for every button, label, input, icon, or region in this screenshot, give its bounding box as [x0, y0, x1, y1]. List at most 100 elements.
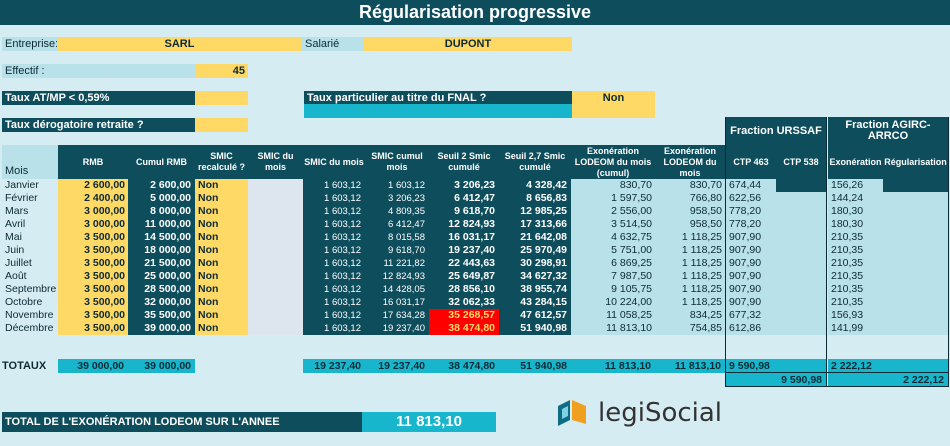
- total-exo-value: 11 813,10: [362, 412, 496, 432]
- cell-seuil-27: 51 940,98: [499, 322, 571, 335]
- cell-exoneration: 144,24: [828, 192, 883, 205]
- cell-exoneration: 210,35: [828, 270, 883, 283]
- cell-exo-mois: 1 118,25: [655, 231, 725, 244]
- cell-smic-recalc[interactable]: Non: [195, 257, 248, 270]
- cell-smic-cumul: 14 428,05: [365, 283, 429, 296]
- cell-rmb[interactable]: 3 500,00: [58, 257, 128, 270]
- cell-mois: Avril: [2, 218, 58, 231]
- cell-seuil-27: 21 642,08: [499, 231, 571, 244]
- cell-mois: Août: [2, 270, 58, 283]
- header-smic-du-mois: SMIC du mois: [248, 145, 303, 179]
- cell-rmb[interactable]: 3 500,00: [58, 309, 128, 322]
- cell-exo-cumul: 5 751,00: [571, 244, 655, 257]
- cell-ctp463: 907,90: [726, 231, 776, 244]
- cell-mois: Février: [2, 192, 58, 205]
- fnal-yellow-fill: [572, 104, 655, 118]
- group-agirc-header: Fraction AGIRC-ARRCO: [828, 117, 948, 145]
- cell-exo-mois: 834,25: [655, 309, 725, 322]
- cell-smic-recalc[interactable]: Non: [195, 218, 248, 231]
- cell-rmb[interactable]: 2 600,00: [58, 179, 128, 192]
- cell-smic-mois: 1 603,12: [303, 218, 365, 231]
- cell-smic-mois: 1 603,12: [303, 179, 365, 192]
- total-ctp538: [776, 359, 826, 373]
- cell-smic-recalc[interactable]: Non: [195, 192, 248, 205]
- cell-rmb[interactable]: 3 500,00: [58, 322, 128, 335]
- cell-mois: Octobre: [2, 296, 58, 309]
- cell-rmb[interactable]: 3 000,00: [58, 218, 128, 231]
- cell-regularisation: [883, 322, 948, 335]
- cell-smic-mois: 1 603,12: [303, 192, 365, 205]
- total-seuil-2: 38 474,80: [429, 359, 499, 373]
- total-exo-cumul: 11 813,10: [571, 359, 655, 373]
- page-title: Régularisation progressive: [0, 0, 950, 25]
- cell-exo-cumul: 9 105,75: [571, 283, 655, 296]
- cell-ctp538: [776, 179, 826, 192]
- cell-ctp463: 907,90: [726, 283, 776, 296]
- cell-smic-recalc[interactable]: Non: [195, 205, 248, 218]
- cell-rmb[interactable]: 3 500,00: [58, 244, 128, 257]
- urssaf-right-border: [826, 117, 827, 387]
- cell-ctp538: [776, 296, 826, 309]
- entreprise-value[interactable]: SARL: [57, 37, 302, 51]
- cell-ctp538: [776, 218, 826, 231]
- cell-regularisation: [883, 205, 948, 218]
- cell-regularisation: [883, 192, 948, 205]
- effectif-value[interactable]: 45: [195, 64, 248, 78]
- cell-smic-recalc[interactable]: Non: [195, 270, 248, 283]
- cell-rmb[interactable]: 3 000,00: [58, 205, 128, 218]
- cell-rmb[interactable]: 3 500,00: [58, 270, 128, 283]
- cell-smic-mois: 1 603,12: [303, 296, 365, 309]
- urssaf-left-border: [725, 117, 726, 387]
- total-regularisation: [883, 359, 948, 373]
- header-exo-mois: Exonération LODEOM du mois: [655, 145, 725, 179]
- cell-seuil-27: 30 298,91: [499, 257, 571, 270]
- cell-smic-recalc[interactable]: Non: [195, 309, 248, 322]
- cell-smic-du-mois: [248, 218, 303, 231]
- cell-rmb[interactable]: 2 400,00: [58, 192, 128, 205]
- taux-retraite-value[interactable]: [195, 118, 248, 132]
- cell-seuil-2: 9 618,70: [429, 205, 499, 218]
- cell-seuil-2: 25 649,87: [429, 270, 499, 283]
- cell-regularisation: [883, 179, 948, 192]
- header-seuil-2: Seuil 2 Smic cumulé: [429, 145, 499, 179]
- cell-smic-recalc[interactable]: Non: [195, 322, 248, 335]
- cell-rmb[interactable]: 3 500,00: [58, 231, 128, 244]
- cell-rmb[interactable]: 3 500,00: [58, 283, 128, 296]
- total-exoneration: 2 222,12: [828, 359, 883, 373]
- cell-exo-cumul: 1 597,50: [571, 192, 655, 205]
- cell-exoneration: 210,35: [828, 244, 883, 257]
- salarie-label: Salarié: [302, 37, 364, 51]
- cell-ctp538: [776, 309, 826, 322]
- total-rmb: 39 000,00: [58, 359, 128, 373]
- cell-smic-cumul: 12 824,93: [365, 270, 429, 283]
- cell-ctp538: [776, 192, 826, 205]
- cell-smic-cumul: 1 603,12: [365, 179, 429, 192]
- taux-fnal-value[interactable]: Non: [572, 91, 655, 105]
- cell-seuil-27: 43 284,15: [499, 296, 571, 309]
- cell-smic-recalc[interactable]: Non: [195, 296, 248, 309]
- cell-exoneration: 156,26: [828, 179, 883, 192]
- cell-smic-recalc[interactable]: Non: [195, 244, 248, 257]
- cell-smic-recalc[interactable]: Non: [195, 231, 248, 244]
- cell-ctp538: [776, 322, 826, 335]
- cell-smic-mois: 1 603,12: [303, 231, 365, 244]
- cell-smic-recalc[interactable]: Non: [195, 179, 248, 192]
- cell-exo-cumul: 11 058,25: [571, 309, 655, 322]
- cell-rmb[interactable]: 3 500,00: [58, 296, 128, 309]
- totals-divider: [725, 372, 949, 373]
- cell-exo-mois: 1 118,25: [655, 296, 725, 309]
- header-exo-cumul: Exonération LODEOM du mois (cumul): [571, 145, 655, 179]
- cell-smic-du-mois: [248, 205, 303, 218]
- salarie-value[interactable]: DUPONT: [364, 37, 572, 51]
- cell-exo-cumul: 6 869,25: [571, 257, 655, 270]
- cell-smic-mois: 1 603,12: [303, 283, 365, 296]
- total-cumul-rmb: 39 000,00: [128, 359, 195, 373]
- cell-seuil-27: 12 985,25: [499, 205, 571, 218]
- cell-regularisation: [883, 309, 948, 322]
- taux-atmp-value[interactable]: [195, 91, 248, 105]
- cell-mois: Janvier: [2, 179, 58, 192]
- totaux-label: TOTAUX: [2, 360, 47, 372]
- cell-smic-recalc[interactable]: Non: [195, 283, 248, 296]
- cell-smic-du-mois: [248, 257, 303, 270]
- header-smic-recalc: SMIC recalculé ?: [195, 145, 248, 179]
